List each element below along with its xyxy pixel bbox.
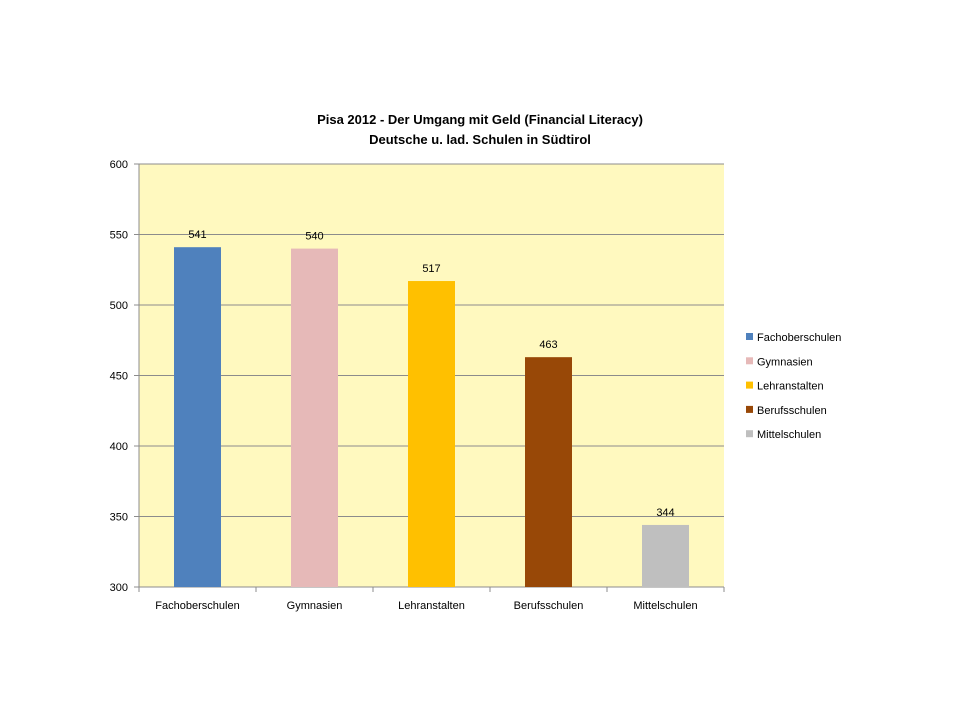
legend-swatch xyxy=(746,430,753,438)
data-label: 540 xyxy=(305,231,323,243)
legend-entry: Mittelschulen xyxy=(757,429,821,441)
y-tick-label: 500 xyxy=(110,300,128,312)
legend-entry: Gymnasien xyxy=(757,356,813,368)
y-tick-label: 550 xyxy=(110,230,128,242)
bars xyxy=(174,247,689,587)
x-tick-label: Mittelschulen xyxy=(633,600,697,612)
y-tick-label: 600 xyxy=(110,159,128,171)
legend: Fachoberschulen Gymnasien Lehranstalten Ber… xyxy=(746,332,841,441)
x-tick-label: Lehranstalten xyxy=(398,600,465,612)
y-tick-label: 450 xyxy=(110,371,128,383)
legend-entry: Lehranstalten xyxy=(757,381,824,393)
legend-swatch xyxy=(746,357,753,365)
y-tick-label: 350 xyxy=(110,512,128,524)
y-tick-label: 400 xyxy=(110,441,128,453)
legend-swatch xyxy=(746,333,753,340)
data-label: 463 xyxy=(539,339,557,351)
legend-entry: Fachoberschulen xyxy=(757,332,841,344)
x-tick-label: Fachoberschulen xyxy=(155,600,239,612)
data-label: 517 xyxy=(422,263,440,275)
bar-mittelschulen xyxy=(642,524,689,587)
axes: 300 350 400 450 500 550 600 Fachoberschulen Gymn… xyxy=(110,159,725,612)
y-tick-label: 300 xyxy=(110,582,128,594)
bar-gymnasien xyxy=(291,248,338,587)
x-tick-label: Berufsschulen xyxy=(514,600,584,612)
data-label: 344 xyxy=(656,507,674,519)
legend-entry: Berufsschulen xyxy=(757,405,827,417)
bar-fachoberschulen xyxy=(174,247,221,587)
bar-lehranstalten xyxy=(408,281,455,587)
legend-swatch xyxy=(746,381,753,389)
legend-swatch xyxy=(746,405,753,413)
data-labels: 541 540 517 463 344 xyxy=(188,229,674,519)
x-tick-label: Gymnasien xyxy=(287,600,343,612)
chart-subtitle: Deutsche u. lad. Schulen in Südtirol xyxy=(369,132,591,147)
bar-berufsschulen xyxy=(525,357,572,587)
data-label: 541 xyxy=(188,229,206,241)
chart-title: Pisa 2012 - Der Umgang mit Geld (Financi… xyxy=(317,112,643,127)
